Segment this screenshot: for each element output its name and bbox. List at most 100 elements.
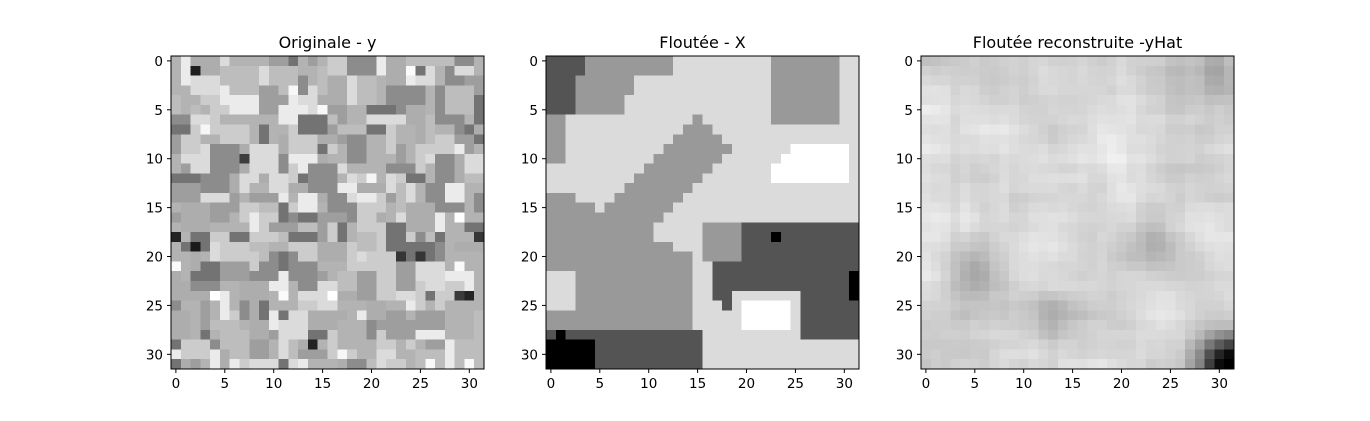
- heatmap-cell: [849, 320, 860, 331]
- heatmap-cell: [604, 124, 615, 135]
- heatmap-cell: [415, 134, 426, 145]
- heatmap-cell: [464, 271, 475, 282]
- heatmap-cell: [405, 95, 416, 106]
- heatmap-cell: [298, 212, 309, 223]
- heatmap-cell: [921, 310, 932, 321]
- x-tick-label: 10: [265, 376, 282, 392]
- heatmap-cell: [712, 134, 723, 145]
- heatmap-cell: [298, 241, 309, 252]
- heatmap-cell: [780, 300, 791, 311]
- heatmap-cell: [950, 251, 961, 262]
- heatmap-cell: [356, 65, 367, 76]
- heatmap-cell: [565, 85, 576, 96]
- heatmap-cell: [1067, 85, 1078, 96]
- heatmap-cell: [731, 290, 742, 301]
- heatmap-cell: [1185, 359, 1196, 370]
- heatmap-cell: [585, 144, 596, 155]
- heatmap-cell: [1106, 104, 1117, 116]
- heatmap-cell: [921, 261, 932, 272]
- heatmap-cell: [1116, 124, 1127, 135]
- heatmap-cell: [415, 104, 426, 116]
- heatmap-cell: [425, 261, 436, 272]
- heatmap-cell: [800, 173, 811, 184]
- heatmap-cell: [1057, 183, 1069, 194]
- heatmap-cell: [425, 359, 436, 370]
- heatmap-cell: [960, 290, 971, 301]
- heatmap-cell: [604, 359, 615, 370]
- heatmap-cell: [171, 75, 182, 86]
- heatmap-cell: [1155, 163, 1166, 174]
- heatmap-cell: [1038, 134, 1049, 145]
- heatmap-cell: [741, 192, 752, 204]
- heatmap-cell: [1097, 359, 1108, 370]
- heatmap-cell: [950, 280, 961, 292]
- heatmap-cell: [653, 271, 664, 282]
- heatmap-cell: [307, 290, 319, 301]
- heatmap-cell: [171, 104, 182, 116]
- heatmap-cell: [751, 85, 762, 96]
- heatmap-cell: [435, 329, 446, 341]
- heatmap-cell: [634, 95, 645, 106]
- heatmap-cell: [1136, 114, 1147, 125]
- heatmap-cell: [829, 241, 840, 252]
- heatmap-cell: [1048, 183, 1059, 194]
- heatmap-cell: [722, 241, 733, 252]
- heatmap-cell: [692, 290, 703, 301]
- heatmap-cell: [1048, 192, 1059, 204]
- heatmap-cell: [327, 222, 338, 233]
- heatmap-cell: [673, 163, 684, 174]
- heatmap-cell: [653, 124, 664, 135]
- heatmap-cell: [239, 329, 250, 341]
- heatmap-cell: [989, 310, 1000, 321]
- heatmap-cell: [1028, 310, 1039, 321]
- heatmap-cell: [395, 173, 407, 184]
- heatmap-cell: [1175, 124, 1186, 135]
- heatmap-cell: [229, 144, 240, 155]
- heatmap-cell: [337, 310, 348, 321]
- heatmap-cell: [1067, 349, 1078, 360]
- heatmap-cell: [673, 192, 684, 204]
- heatmap-cell: [810, 251, 821, 262]
- heatmap-cell: [819, 202, 831, 213]
- heatmap-cell: [337, 75, 348, 86]
- heatmap-cell: [366, 280, 377, 292]
- heatmap-cell: [829, 163, 840, 174]
- heatmap-cell: [800, 310, 811, 321]
- heatmap-cell: [444, 212, 456, 223]
- heatmap-cell: [454, 153, 465, 164]
- heatmap-cell: [849, 124, 860, 135]
- heatmap-cell: [731, 310, 742, 321]
- heatmap-cell: [1028, 300, 1039, 311]
- heatmap-cell: [1194, 271, 1206, 282]
- heatmap-cell: [356, 173, 367, 184]
- heatmap-cell: [673, 339, 684, 350]
- heatmap-image: [921, 56, 1235, 370]
- heatmap-cell: [288, 271, 299, 282]
- heatmap-cell: [999, 95, 1010, 106]
- heatmap-cell: [643, 75, 654, 86]
- heatmap-cell: [930, 173, 941, 184]
- heatmap-cell: [1155, 114, 1166, 125]
- heatmap-cell: [1155, 232, 1166, 243]
- heatmap-cell: [653, 261, 664, 272]
- heatmap-cell: [415, 349, 426, 360]
- heatmap-cell: [474, 134, 485, 145]
- heatmap-cell: [673, 85, 684, 96]
- heatmap-cell: [288, 192, 299, 204]
- heatmap-cell: [454, 349, 465, 360]
- heatmap-cell: [190, 95, 201, 106]
- heatmap-cell: [1038, 183, 1049, 194]
- heatmap-cell: [1048, 261, 1059, 272]
- heatmap-cell: [278, 95, 289, 106]
- heatmap-cell: [474, 202, 485, 213]
- heatmap-cell: [1165, 261, 1176, 272]
- heatmap-cell: [210, 124, 221, 135]
- heatmap-cell: [839, 310, 850, 321]
- heatmap-cell: [682, 173, 694, 184]
- heatmap-cell: [702, 251, 713, 262]
- heatmap-cell: [190, 222, 201, 233]
- heatmap-cell: [989, 280, 1000, 292]
- heatmap-cell: [1165, 183, 1176, 194]
- heatmap-cell: [1097, 280, 1108, 292]
- heatmap-cell: [180, 192, 191, 204]
